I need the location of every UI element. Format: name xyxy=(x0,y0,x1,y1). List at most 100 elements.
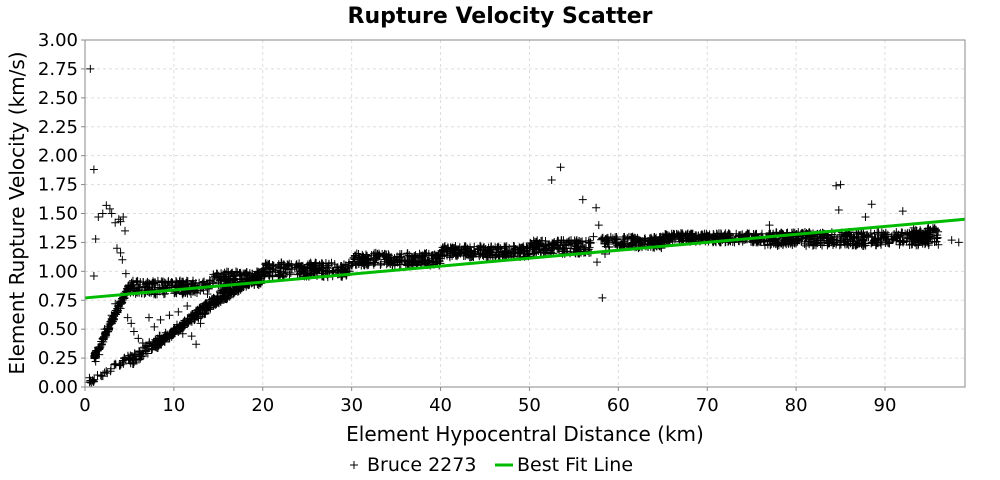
data-point xyxy=(338,266,347,275)
data-point xyxy=(553,238,562,247)
data-point xyxy=(96,342,105,351)
data-point xyxy=(887,232,896,241)
data-point xyxy=(911,226,920,235)
x-tick-label: 30 xyxy=(340,395,363,416)
data-point xyxy=(876,234,885,243)
data-point xyxy=(481,249,490,258)
x-tick-label: 70 xyxy=(696,395,719,416)
data-point xyxy=(567,241,576,250)
data-point xyxy=(760,241,769,250)
data-point xyxy=(612,235,621,244)
data-point xyxy=(515,245,524,254)
data-point xyxy=(683,231,692,240)
data-point xyxy=(301,269,310,278)
data-point xyxy=(89,271,98,280)
data-point xyxy=(102,201,111,210)
data-point xyxy=(223,294,232,303)
data-point xyxy=(584,236,593,245)
data-point xyxy=(111,360,120,369)
data-point xyxy=(604,236,613,245)
data-point xyxy=(143,342,152,351)
data-point xyxy=(816,232,825,241)
data-point xyxy=(493,244,502,253)
data-point xyxy=(450,247,459,256)
data-point xyxy=(375,252,384,261)
data-point xyxy=(163,280,172,289)
data-point xyxy=(380,249,389,258)
data-point xyxy=(842,240,851,249)
data-point xyxy=(824,239,833,248)
data-point xyxy=(859,237,868,246)
data-point xyxy=(473,245,482,254)
data-point xyxy=(526,238,535,247)
data-point xyxy=(539,248,548,257)
data-point xyxy=(535,245,544,254)
data-point xyxy=(429,257,438,266)
data-point xyxy=(484,247,493,256)
data-point xyxy=(926,225,935,234)
data-point xyxy=(196,319,205,328)
data-point xyxy=(867,200,876,209)
data-point xyxy=(780,237,789,246)
data-point xyxy=(187,332,196,341)
data-point xyxy=(593,258,601,267)
data-point xyxy=(678,236,687,245)
data-point xyxy=(405,260,414,269)
data-point xyxy=(94,212,103,221)
data-point xyxy=(403,256,412,265)
best-fit-line xyxy=(84,217,966,300)
data-point xyxy=(852,232,861,241)
data-point xyxy=(820,238,829,247)
data-point xyxy=(299,263,308,272)
data-point xyxy=(285,270,294,279)
data-point xyxy=(216,273,225,282)
data-point xyxy=(874,230,883,239)
data-point xyxy=(468,252,477,261)
x-ticks-layer: 0 10 20 30 40 50 60 70 80 90 xyxy=(79,387,896,416)
data-point xyxy=(228,268,237,277)
data-point xyxy=(98,372,107,381)
data-point xyxy=(129,327,138,336)
y-tick-label: 2.75 xyxy=(38,59,78,80)
data-point xyxy=(165,329,174,338)
data-point xyxy=(123,313,132,322)
data-point xyxy=(436,251,445,260)
data-point xyxy=(142,283,151,292)
y-tick-label: 0.00 xyxy=(38,377,78,398)
data-point xyxy=(264,270,273,279)
data-point xyxy=(447,244,456,253)
data-point xyxy=(323,263,332,272)
data-point xyxy=(439,245,448,254)
data-point xyxy=(499,250,508,259)
data-point xyxy=(367,251,376,260)
data-point xyxy=(165,311,174,320)
data-point xyxy=(466,246,475,255)
data-point xyxy=(377,259,386,268)
data-point xyxy=(284,262,293,271)
data-point xyxy=(116,217,125,226)
data-point xyxy=(661,230,670,239)
data-point xyxy=(558,241,567,250)
data-point xyxy=(530,249,539,258)
y-ticks-layer: 0.00 0.25 0.50 0.75 1.00 1.25 1.50 1.75 2.00 2.25… xyxy=(38,30,85,398)
data-point xyxy=(178,329,187,338)
data-point xyxy=(743,229,752,238)
data-point xyxy=(834,206,843,215)
data-point xyxy=(765,221,774,230)
data-point xyxy=(704,232,713,241)
data-point xyxy=(369,260,378,269)
data-point xyxy=(131,355,140,364)
data-point xyxy=(266,267,275,276)
data-point xyxy=(556,163,565,172)
data-point xyxy=(370,258,379,267)
data-point xyxy=(359,260,368,269)
data-point xyxy=(880,230,889,239)
data-point xyxy=(125,353,134,362)
data-point xyxy=(466,247,475,256)
data-point xyxy=(125,281,134,290)
data-point xyxy=(152,340,161,349)
data-point xyxy=(175,276,184,285)
data-point xyxy=(495,252,504,261)
data-point xyxy=(156,315,165,324)
